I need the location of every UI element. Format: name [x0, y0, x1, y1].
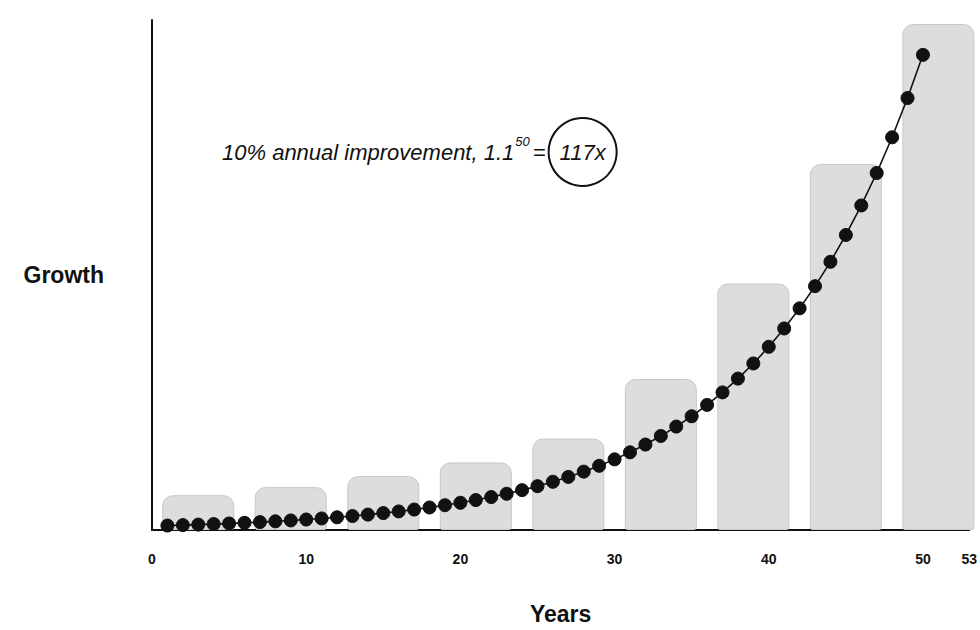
svg-text:117x: 117x: [560, 140, 607, 165]
svg-text:Years: Years: [530, 601, 591, 627]
svg-text:10% annual improvement, 1.1: 10% annual improvement, 1.1: [222, 140, 514, 165]
svg-text:30: 30: [607, 551, 623, 567]
svg-text:50: 50: [915, 551, 931, 567]
svg-text:40: 40: [761, 551, 777, 567]
svg-text:=: =: [533, 140, 546, 165]
svg-text:Growth: Growth: [24, 262, 105, 288]
svg-text:0: 0: [148, 551, 156, 567]
svg-text:10: 10: [298, 551, 314, 567]
svg-text:20: 20: [453, 551, 469, 567]
svg-text:53: 53: [961, 551, 977, 567]
svg-text:50: 50: [515, 134, 530, 149]
